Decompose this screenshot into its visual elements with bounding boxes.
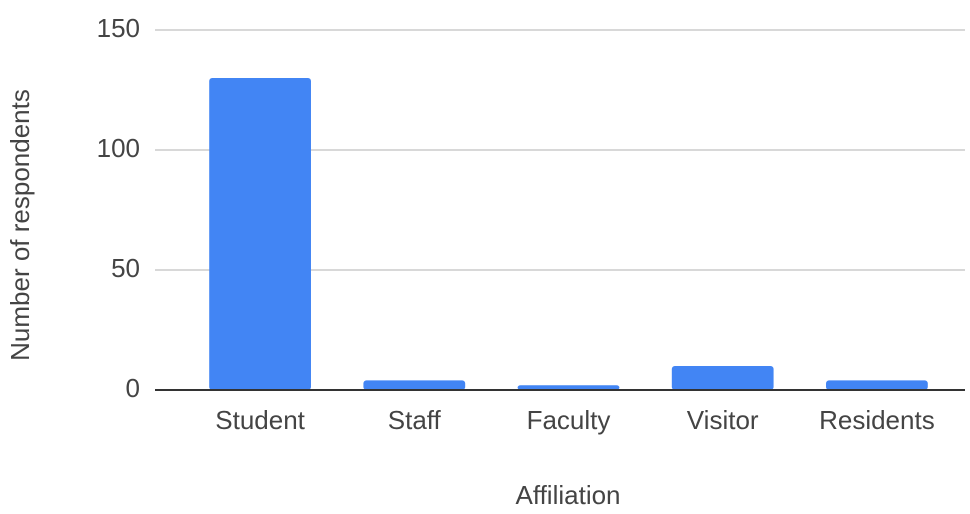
bar xyxy=(671,366,774,390)
x-tick-label: Faculty xyxy=(527,405,611,435)
y-tick-label: 50 xyxy=(111,253,140,283)
bar xyxy=(363,380,466,390)
x-tick-label: Residents xyxy=(819,405,935,435)
y-tick-label: 0 xyxy=(126,373,140,403)
bar xyxy=(517,385,620,390)
y-tick-label: 150 xyxy=(97,13,140,43)
y-tick-label: 100 xyxy=(97,133,140,163)
bar xyxy=(826,380,928,390)
x-axis-label: Affiliation xyxy=(515,480,620,510)
x-tick-label: Staff xyxy=(388,405,442,435)
y-axis-label: Number of respondents xyxy=(5,89,35,361)
x-tick-label: Visitor xyxy=(687,405,759,435)
x-tick-label: Student xyxy=(215,405,305,435)
bar xyxy=(209,78,311,390)
